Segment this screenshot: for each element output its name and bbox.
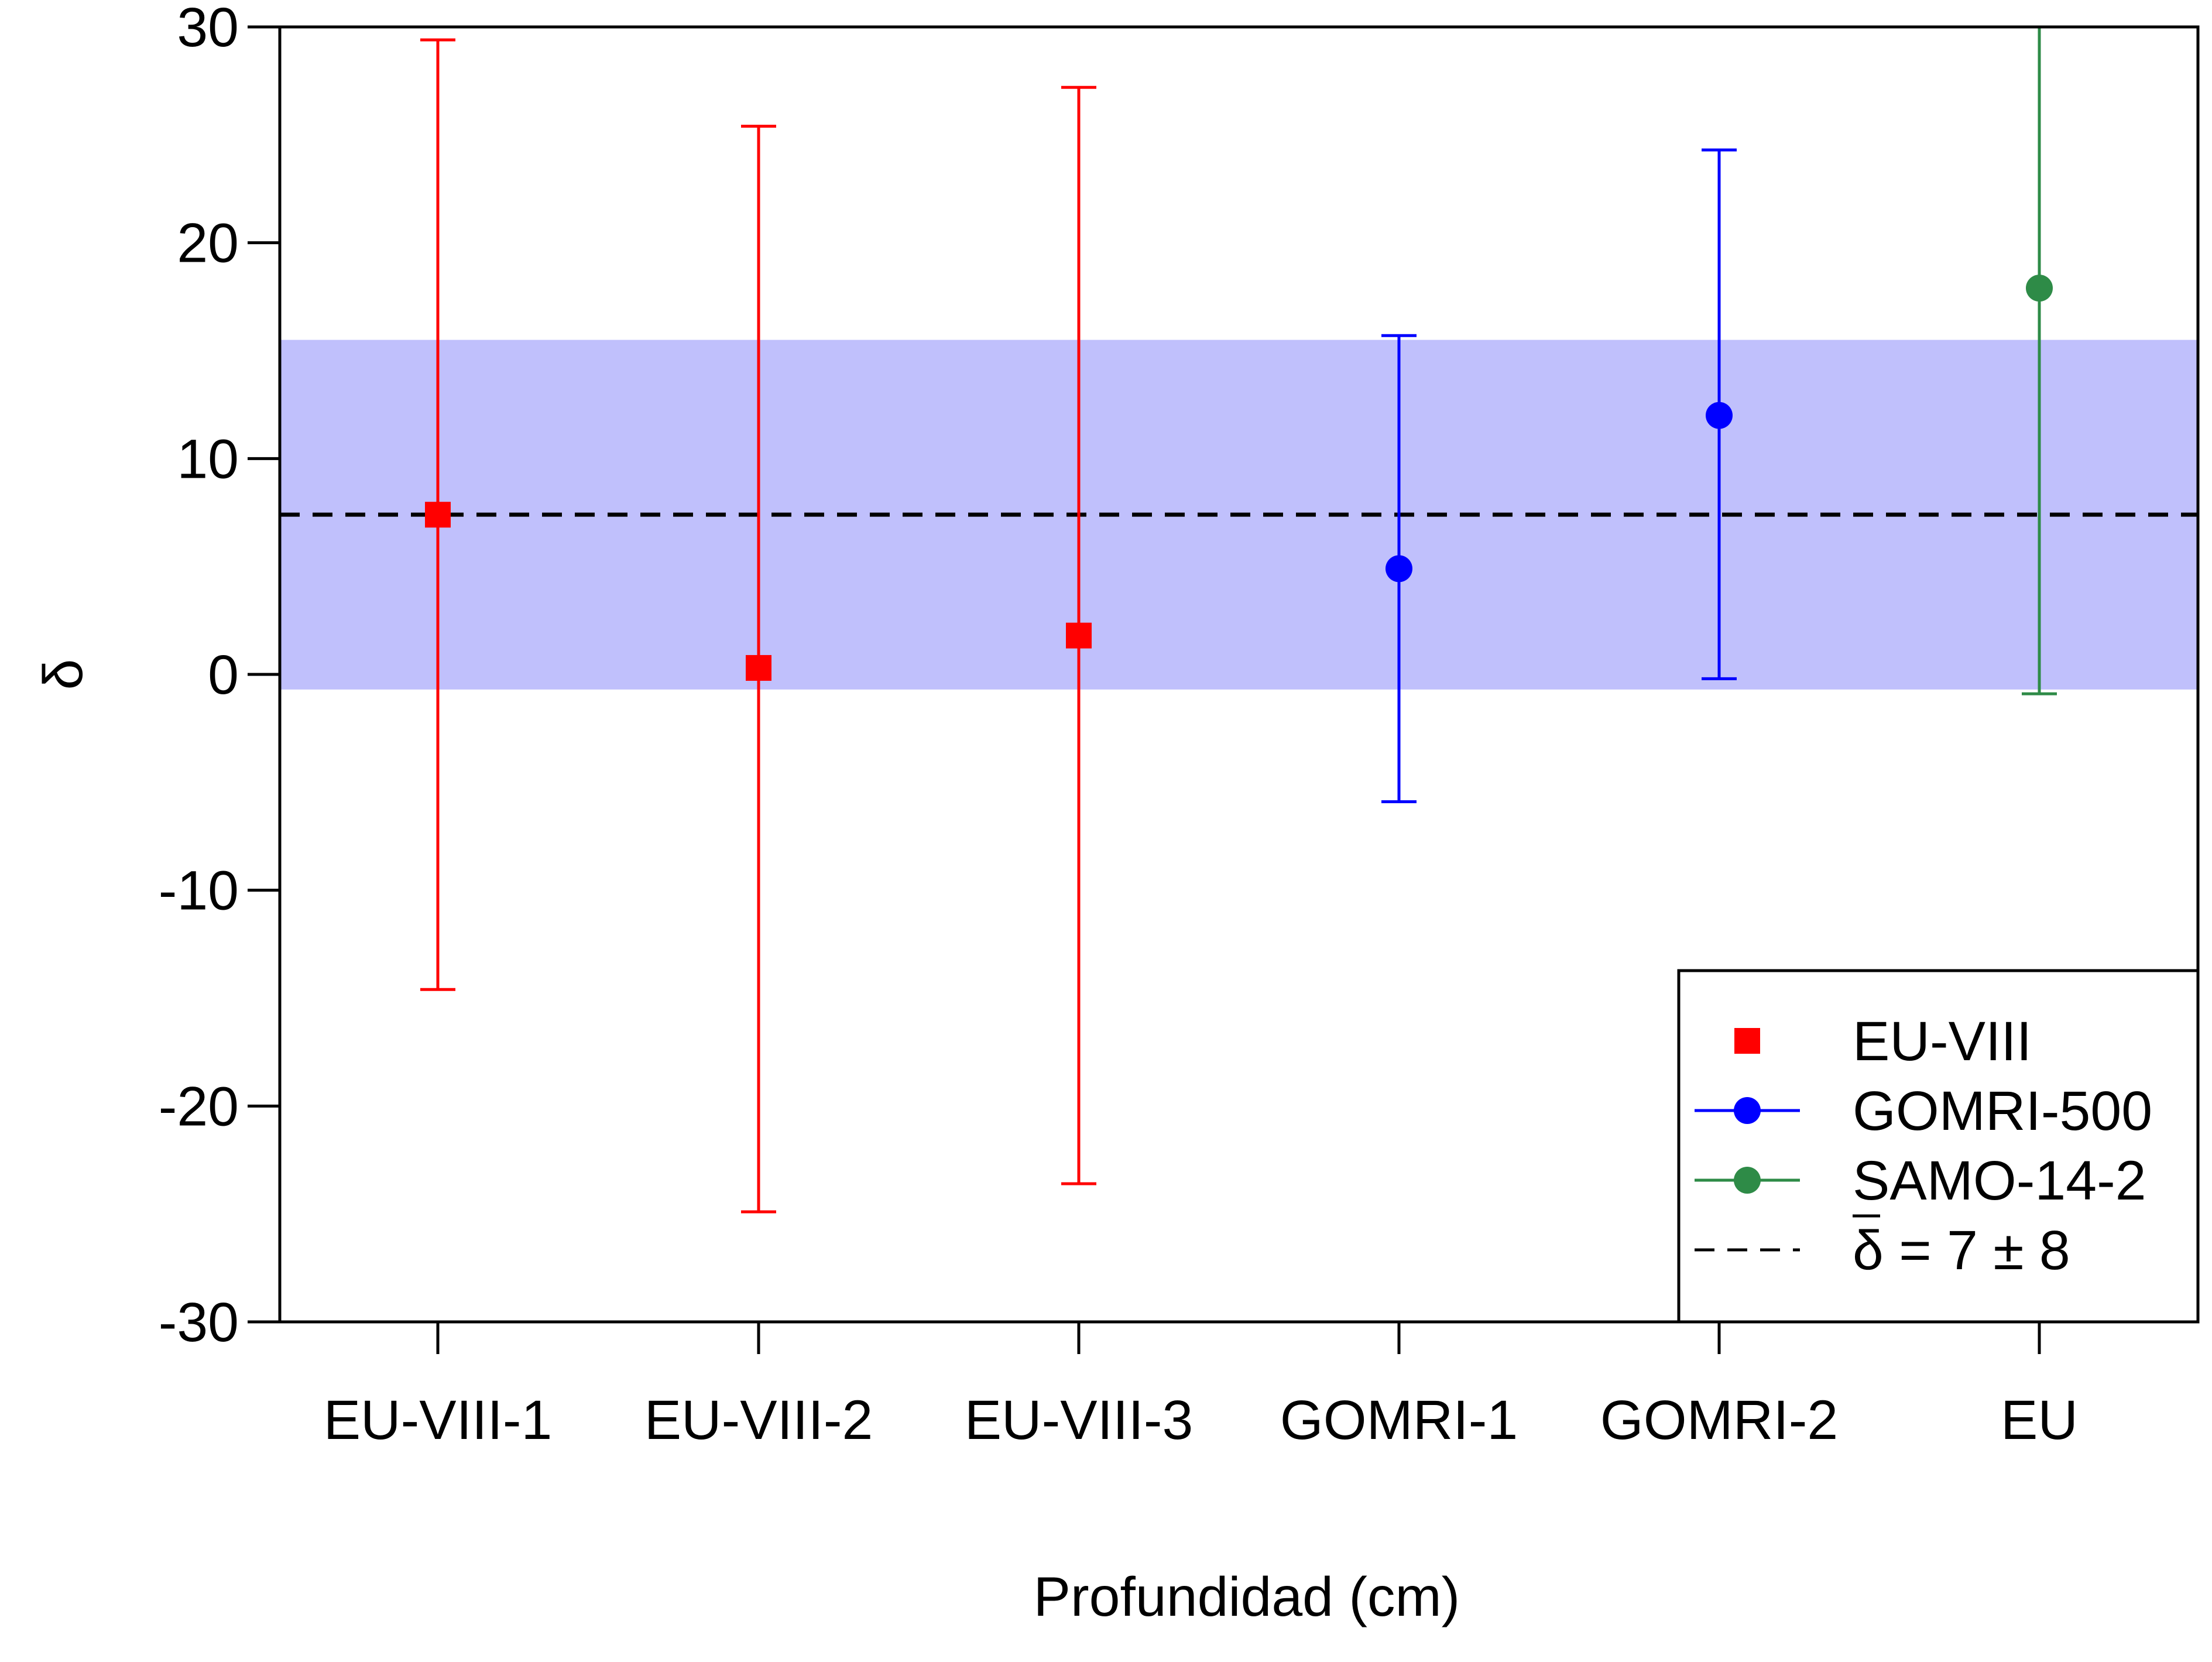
legend-label: GOMRI-500 [1853,1080,2152,1142]
legend-entry: δ = 7 ± 8 [1695,1214,2070,1281]
error-bar [2022,27,2057,695]
data-point-square [425,502,451,528]
legend-label: EU-VIII [1853,1010,2032,1072]
legend-delta-symbol: δ [1853,1219,1884,1281]
legend-label-mean: δ = 7 ± 8 [1853,1219,2070,1281]
y-tick-label: 20 [177,213,239,275]
data-point-circle [1706,402,1733,429]
x-tick-label: GOMRI-1 [1280,1389,1518,1451]
data-point-circle [2026,275,2053,302]
x-axis-title: Profundidad (cm) [1034,1566,1460,1628]
x-tick-label: EU-VIII-1 [324,1389,553,1451]
y-tick-label: 10 [177,428,239,490]
legend-square-symbol [1734,1028,1760,1054]
y-tick-label: -20 [159,1075,239,1137]
legend-entry: GOMRI-500 [1695,1080,2152,1142]
legend-circle-symbol [1734,1167,1761,1194]
data-point-square [746,654,771,681]
legend-circle-symbol [1734,1097,1761,1124]
y-axis-title: δ [32,659,94,690]
y-tick-label: -30 [159,1291,239,1353]
x-tick-label: EU-VIII-3 [965,1389,1194,1451]
y-tick-label: 30 [177,0,239,59]
x-tick-label: EU [2001,1389,2078,1451]
x-tick-label: GOMRI-2 [1600,1389,1838,1451]
legend-entry: EU-VIII [1734,1010,2032,1072]
y-tick-label: -10 [159,860,239,922]
y-tick-label: 0 [208,644,239,706]
legend-entry: SAMO-14-2 [1695,1150,2146,1212]
legend-box [1677,969,2200,1324]
legend: EU-VIII GOMRI-500 SAMO-14-2 δ = 7 ± 8 [1677,969,2200,1324]
data-point-circle [1385,555,1412,582]
legend-label: SAMO-14-2 [1853,1150,2146,1212]
x-tick-label: EU-VIII-2 [644,1389,873,1451]
data-point-square [1066,622,1092,649]
legend-mean-value: = 7 ± 8 [1884,1219,2070,1281]
